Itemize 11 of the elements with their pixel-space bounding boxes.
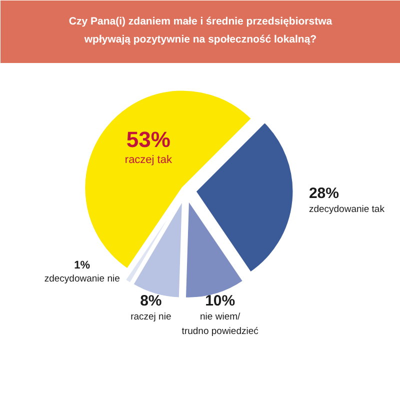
data-label: 53% <box>126 126 170 152</box>
data-label: 28% <box>308 185 339 202</box>
data-label: 10% <box>205 292 236 310</box>
chart-title: Czy Pana(i) zdaniem małe i średnie przedsiębiorstwa wpływają pozytywnie na społeczność lokalną? <box>68 16 332 46</box>
slice-label: raczej nie <box>130 312 172 323</box>
slice-label: zdecydowanie nie <box>44 274 120 285</box>
slice-label: nie wiem/ trudno powiedzieć <box>182 312 259 337</box>
slice-label: zdecydowanie tak <box>308 204 385 216</box>
data-label: 8% <box>140 292 162 310</box>
slice-label: raczej tak <box>124 154 172 166</box>
data-label: 1% <box>74 260 90 272</box>
